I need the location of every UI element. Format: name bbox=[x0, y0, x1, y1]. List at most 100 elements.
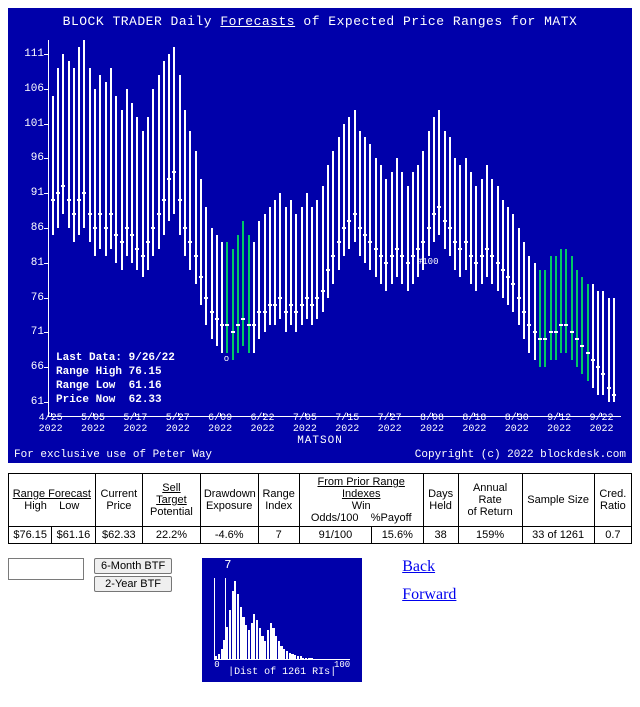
range-bar bbox=[99, 75, 101, 249]
btn-6month-btf[interactable]: 6-Month BTF bbox=[94, 558, 172, 574]
range-bar bbox=[343, 124, 345, 256]
chart-footer-left: For exclusive use of Peter Way bbox=[14, 449, 212, 461]
range-bar bbox=[78, 47, 80, 235]
chart-marker: o bbox=[224, 354, 229, 364]
range-bar bbox=[608, 298, 610, 402]
range-bar bbox=[311, 207, 313, 325]
range-bar bbox=[444, 131, 446, 249]
range-bar bbox=[433, 117, 435, 242]
range-bar bbox=[571, 256, 573, 360]
y-tick-label: 86 bbox=[12, 222, 44, 234]
range-bar bbox=[550, 256, 552, 360]
chart-footer-right: Copyright (c) 2022 blockdesk.com bbox=[415, 449, 626, 461]
range-bar bbox=[73, 68, 75, 242]
range-bar bbox=[544, 270, 546, 367]
val-drawdown: -4.6% bbox=[200, 527, 258, 544]
hdr-sample-size: Sample Size bbox=[522, 474, 594, 527]
btn-2year-btf[interactable]: 2-Year BTF bbox=[94, 576, 172, 592]
range-bar bbox=[110, 68, 112, 249]
range-bar bbox=[274, 200, 276, 325]
range-bar bbox=[322, 186, 324, 311]
ri-histogram: 7 0 100 |Dist of 1261 RIs| bbox=[202, 558, 362, 682]
range-bar bbox=[338, 137, 340, 269]
range-bar bbox=[237, 235, 239, 353]
ticker-input[interactable] bbox=[8, 558, 84, 580]
range-bar bbox=[587, 284, 589, 381]
hdr-sell-target: Sell TargetPotential bbox=[143, 474, 201, 527]
range-bar bbox=[565, 249, 567, 353]
hist-plot bbox=[214, 578, 350, 660]
range-bar bbox=[179, 75, 181, 235]
val-win-odds: 91/100 bbox=[299, 527, 371, 544]
range-bar bbox=[576, 270, 578, 367]
range-bar bbox=[195, 151, 197, 283]
range-bar bbox=[438, 110, 440, 235]
val-range-high: $76.15 bbox=[9, 527, 52, 544]
range-bar bbox=[258, 221, 260, 339]
chart-info-box: Last Data: 9/26/22 Range High 76.15 Rang… bbox=[56, 351, 175, 407]
range-bar bbox=[597, 291, 599, 395]
hdr-annual-rate: Annual Rateof Return bbox=[458, 474, 522, 527]
range-bar bbox=[168, 54, 170, 221]
range-bar bbox=[126, 89, 128, 256]
range-bar bbox=[475, 186, 477, 290]
range-bar bbox=[115, 96, 117, 263]
y-tick-label: 81 bbox=[12, 257, 44, 269]
range-bar bbox=[221, 242, 223, 353]
range-bar bbox=[226, 242, 228, 353]
val-sell-target: 22.2% bbox=[143, 527, 201, 544]
range-bar bbox=[173, 47, 175, 214]
y-tick-label: 66 bbox=[12, 361, 44, 373]
range-bar bbox=[205, 207, 207, 325]
range-bar bbox=[136, 117, 138, 270]
range-bar bbox=[83, 40, 85, 228]
price-range-chart: BLOCK TRADER Daily Forecasts of Expected… bbox=[8, 8, 632, 463]
hist-title: |Dist of 1261 RIs| bbox=[202, 667, 362, 678]
range-bar bbox=[189, 131, 191, 270]
range-bar bbox=[285, 207, 287, 332]
range-bar bbox=[248, 235, 250, 353]
range-bar bbox=[459, 165, 461, 276]
range-bar bbox=[407, 186, 409, 290]
y-tick-label: 76 bbox=[12, 292, 44, 304]
range-bar bbox=[264, 214, 266, 332]
range-bar bbox=[512, 214, 514, 311]
val-days-held: 38 bbox=[423, 527, 458, 544]
range-bar bbox=[470, 172, 472, 283]
range-bar bbox=[348, 117, 350, 249]
range-bar bbox=[327, 165, 329, 297]
range-bar bbox=[428, 131, 430, 256]
range-bar bbox=[306, 193, 308, 318]
range-bar bbox=[232, 249, 234, 360]
range-bar bbox=[295, 214, 297, 332]
range-bar bbox=[269, 207, 271, 325]
range-bar bbox=[502, 200, 504, 297]
val-current-price: $62.33 bbox=[95, 527, 142, 544]
hist-value-label: 7 bbox=[224, 558, 231, 572]
range-bar bbox=[412, 172, 414, 283]
range-bar bbox=[62, 54, 64, 214]
range-bar bbox=[449, 137, 451, 255]
range-bar bbox=[89, 68, 91, 242]
range-bar bbox=[555, 256, 557, 360]
link-back[interactable]: Back bbox=[402, 558, 456, 576]
range-bar bbox=[486, 165, 488, 276]
range-bar bbox=[481, 179, 483, 283]
range-bar bbox=[158, 75, 160, 249]
link-forward[interactable]: Forward bbox=[402, 586, 456, 604]
range-bar bbox=[523, 242, 525, 339]
range-bar bbox=[454, 158, 456, 269]
hdr-drawdown: DrawdownExposure bbox=[200, 474, 258, 527]
y-tick-label: 96 bbox=[12, 152, 44, 164]
range-bar bbox=[380, 165, 382, 283]
range-bar bbox=[152, 89, 154, 256]
hdr-cred-ratio: Cred.Ratio bbox=[594, 474, 631, 527]
range-bar bbox=[391, 172, 393, 283]
chart-subtitle: MATSON bbox=[8, 435, 632, 447]
range-bar bbox=[121, 110, 123, 270]
y-tick-label: 101 bbox=[12, 118, 44, 130]
range-bar bbox=[396, 158, 398, 276]
val-range-low: $61.16 bbox=[52, 527, 95, 544]
range-bar bbox=[401, 172, 403, 283]
range-bar bbox=[497, 186, 499, 290]
